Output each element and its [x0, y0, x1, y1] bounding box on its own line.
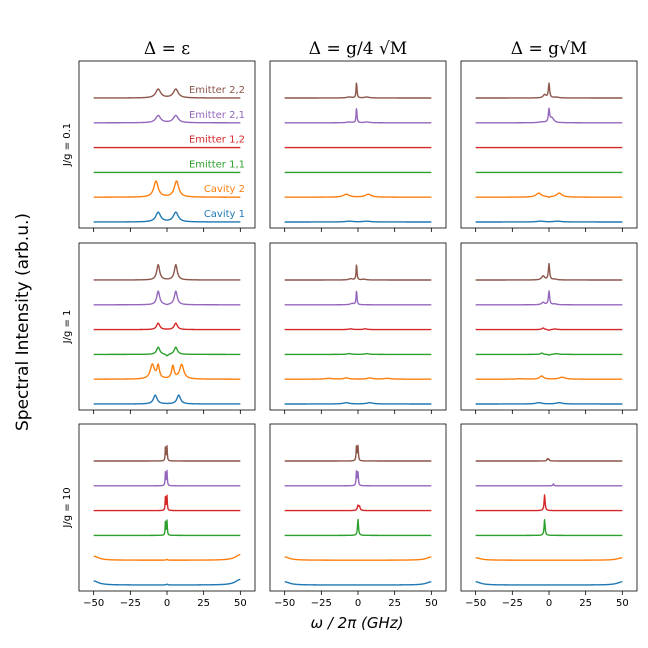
series-line-cavity-1 [93, 578, 241, 586]
x-tick-label: 25 [388, 598, 401, 609]
series-line-cavity-1 [93, 211, 241, 223]
legend-label: Cavity 1 [204, 209, 245, 220]
row-label-2: J/g = 1 [62, 310, 73, 345]
series-line-cavity-2 [284, 193, 432, 198]
x-tick-label: 50 [616, 598, 629, 609]
panel-grid: Δ = ε Δ = g/4 √M Δ = g√M J/g = 0.1 J/g = 1 J/… [62, 39, 638, 609]
series-line-emitter-2-2 [93, 444, 241, 462]
panel-frame [78, 242, 256, 411]
series-line-emitter-2-2 [475, 457, 623, 462]
series-line-cavity-2 [475, 557, 623, 561]
series-line-emitter-1-1 [475, 352, 623, 356]
x-tick-label: −25 [120, 598, 141, 609]
series-line-cavity-2 [93, 553, 241, 561]
series-line-emitter-1-2 [284, 504, 432, 512]
x-tick-label: −25 [311, 598, 332, 609]
series-line-cavity-2 [93, 363, 241, 380]
series-line-emitter-1-2 [93, 322, 241, 331]
series-line-cavity-1 [93, 394, 241, 405]
series-line-cavity-2 [475, 192, 623, 198]
series-line-emitter-1-2 [93, 494, 241, 512]
series-line-emitter-2-1 [93, 290, 241, 306]
series-line-emitter-1-1 [93, 519, 241, 537]
panel-frame [460, 423, 638, 592]
panel-r1-c2 [269, 60, 447, 232]
x-tick-label: −25 [502, 598, 523, 609]
column-title-3: Δ = g√M [511, 39, 587, 59]
series-line-cavity-1 [284, 581, 432, 586]
panel-frame [269, 60, 447, 229]
series-line-cavity-2 [475, 375, 623, 380]
panel-r3-c3: −50 −25 0 25 50 [460, 423, 638, 609]
series-line-emitter-2-2 [93, 264, 241, 281]
series-line-emitter-2-2 [284, 264, 432, 281]
column-title-1: Δ = ε [144, 39, 190, 59]
panel-frame [269, 242, 447, 411]
series-line-emitter-1-1 [93, 346, 241, 357]
series-line-emitter-1-2 [475, 327, 623, 331]
x-axis-label: ω / 2π (GHz) [311, 614, 404, 632]
series-line-emitter-1-1 [475, 519, 623, 537]
x-tick-label: 50 [234, 598, 247, 609]
panel-r2-c3 [460, 242, 638, 414]
legend-label: Emitter 2,2 [189, 85, 245, 96]
series-line-cavity-2 [93, 180, 241, 198]
series-line-emitter-1-1 [284, 352, 432, 356]
panel-r1-c1: Cavity 1 Cavity 2 Emitter 1,1 Emitter 1,2 Em… [78, 60, 256, 232]
row-label-3: J/g = 10 [62, 487, 73, 528]
panel-r2-c2 [269, 242, 447, 414]
series-line-emitter-2-1 [93, 469, 241, 487]
x-tick-label: 25 [579, 598, 592, 609]
x-tick-label: 25 [197, 598, 210, 609]
y-axis-label: Spectral Intensity (arb.u.) [13, 213, 33, 431]
series-line-emitter-1-2 [475, 494, 623, 512]
x-tick-label: 0 [164, 598, 170, 609]
x-tick-label: −50 [274, 598, 295, 609]
series-line-emitter-2-2 [475, 82, 623, 99]
series-line-cavity-2 [284, 556, 432, 561]
column-title-2: Δ = g/4 √M [309, 39, 407, 59]
legend-label: Emitter 1,1 [189, 159, 245, 170]
panel-r3-c2: −50 −25 0 25 50 [269, 423, 447, 609]
panel-r1-c3 [460, 60, 638, 232]
series-line-emitter-2-1 [284, 290, 432, 306]
series-line-emitter-1-2 [284, 328, 432, 331]
x-tick-label: −50 [465, 598, 486, 609]
panel-r3-c1: −50 −25 0 25 50 [78, 423, 256, 609]
series-line-emitter-2-1 [475, 107, 623, 124]
legend-label: Cavity 2 [204, 184, 245, 195]
x-tick-label: −50 [83, 598, 104, 609]
series-line-cavity-1 [475, 220, 623, 223]
x-tick-label: 0 [355, 598, 361, 609]
series-line-emitter-2-2 [93, 88, 241, 99]
legend-label: Emitter 1,2 [189, 135, 245, 146]
series-line-emitter-2-2 [475, 262, 623, 281]
series-line-emitter-2-1 [475, 290, 623, 306]
row-label-1: J/g = 0.1 [62, 123, 73, 167]
series-line-emitter-2-1 [284, 108, 432, 124]
series-line-cavity-1 [475, 401, 623, 405]
x-tick-label: 0 [546, 598, 552, 609]
panel-r2-c1 [78, 242, 256, 414]
series-line-emitter-2-2 [284, 82, 432, 99]
legend-label: Emitter 2,1 [189, 110, 245, 121]
series-line-emitter-2-1 [93, 114, 241, 124]
series-line-emitter-1-1 [284, 518, 432, 537]
series-line-cavity-1 [284, 220, 432, 223]
series-line-cavity-1 [475, 581, 623, 586]
x-tick-label: 50 [425, 598, 438, 609]
series-line-cavity-2 [284, 377, 432, 380]
series-line-emitter-2-2 [284, 444, 432, 462]
series-line-cavity-1 [284, 401, 432, 405]
series-line-emitter-2-1 [475, 483, 623, 487]
series-line-emitter-2-1 [284, 470, 432, 487]
